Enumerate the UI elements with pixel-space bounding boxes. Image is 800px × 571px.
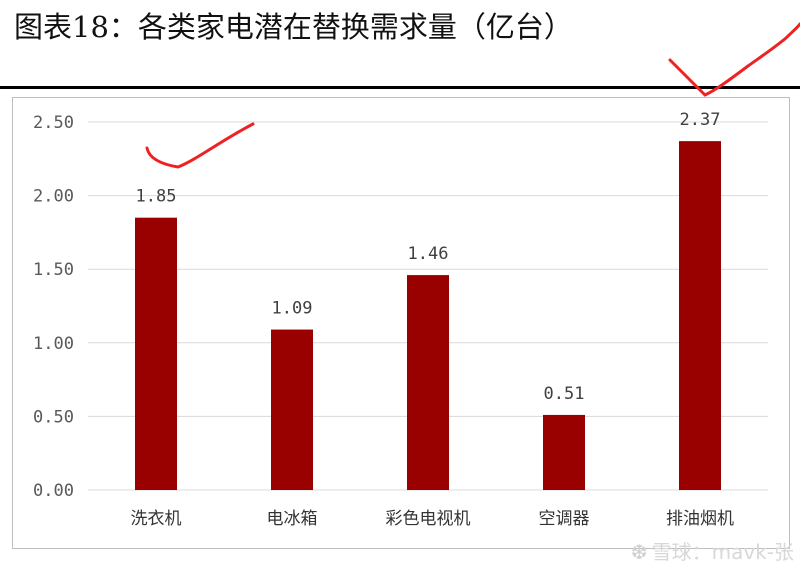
x-tick-label-4: 排油烟机 bbox=[666, 509, 734, 529]
bar-0 bbox=[135, 217, 177, 490]
x-tick-label-2: 彩色电视机 bbox=[386, 509, 471, 529]
annotation-checkmark-1 bbox=[145, 122, 255, 169]
annotation-checkmark-2 bbox=[668, 22, 800, 97]
bar-2 bbox=[407, 275, 449, 490]
chart-title: 图表18：各类家电潜在替换需求量（亿台） bbox=[14, 10, 573, 44]
x-tick-label-3: 空调器 bbox=[539, 509, 590, 529]
y-tick-label-0: 0.00 bbox=[33, 481, 74, 501]
data-label-2: 1.46 bbox=[408, 244, 449, 264]
x-tick-label-1: 电冰箱 bbox=[267, 509, 318, 529]
y-tick-label-4: 2.00 bbox=[33, 187, 74, 207]
bar-4 bbox=[679, 141, 721, 491]
data-label-1: 1.09 bbox=[272, 299, 313, 319]
y-tick-label-2: 1.00 bbox=[33, 334, 74, 354]
bar-3 bbox=[543, 414, 585, 490]
bar-1 bbox=[271, 329, 313, 490]
snowball-logo-icon: ❆ bbox=[630, 540, 648, 564]
x-tick-label-0: 洗衣机 bbox=[131, 509, 182, 529]
data-label-4: 2.37 bbox=[680, 110, 721, 130]
y-tick-label-5: 2.50 bbox=[33, 113, 74, 133]
watermark-text: 雪球：mavk-张 bbox=[651, 540, 794, 564]
chart-frame bbox=[12, 97, 790, 549]
data-label-3: 0.51 bbox=[544, 384, 585, 404]
y-tick-label-3: 1.50 bbox=[33, 260, 74, 280]
data-label-0: 1.85 bbox=[136, 187, 177, 207]
title-rule bbox=[0, 86, 800, 89]
y-tick-label-1: 0.50 bbox=[33, 407, 74, 427]
watermark: ❆ 雪球：mavk-张 bbox=[631, 536, 794, 565]
